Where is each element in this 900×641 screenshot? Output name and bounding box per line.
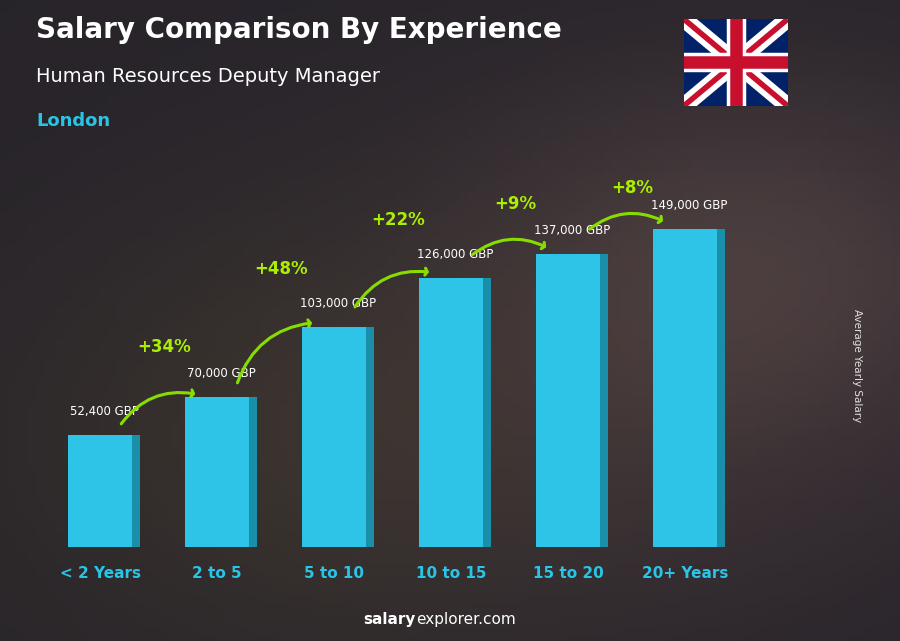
Bar	[68, 435, 132, 547]
Bar	[185, 397, 249, 547]
Bar	[652, 229, 717, 547]
Text: London: London	[36, 112, 110, 130]
Text: 126,000 GBP: 126,000 GBP	[417, 247, 493, 261]
Text: explorer.com: explorer.com	[416, 612, 516, 627]
Bar	[418, 278, 483, 547]
Bar	[536, 254, 600, 547]
Polygon shape	[366, 327, 374, 547]
Text: 52,400 GBP: 52,400 GBP	[69, 405, 139, 418]
Text: salary: salary	[364, 612, 416, 627]
Text: Average Yearly Salary: Average Yearly Salary	[851, 309, 862, 422]
Polygon shape	[483, 278, 490, 547]
Text: 103,000 GBP: 103,000 GBP	[300, 297, 376, 310]
Text: +22%: +22%	[372, 212, 426, 229]
Text: +8%: +8%	[611, 179, 653, 197]
Polygon shape	[132, 435, 140, 547]
Bar	[302, 327, 366, 547]
Polygon shape	[249, 397, 257, 547]
Text: +34%: +34%	[138, 338, 192, 356]
Polygon shape	[717, 229, 725, 547]
Text: 149,000 GBP: 149,000 GBP	[651, 199, 727, 212]
Text: Salary Comparison By Experience: Salary Comparison By Experience	[36, 16, 562, 44]
Text: +48%: +48%	[255, 260, 309, 278]
Text: +9%: +9%	[494, 196, 536, 213]
Text: Human Resources Deputy Manager: Human Resources Deputy Manager	[36, 67, 380, 87]
Text: 70,000 GBP: 70,000 GBP	[186, 367, 256, 380]
Polygon shape	[600, 254, 608, 547]
Text: 137,000 GBP: 137,000 GBP	[534, 224, 610, 237]
